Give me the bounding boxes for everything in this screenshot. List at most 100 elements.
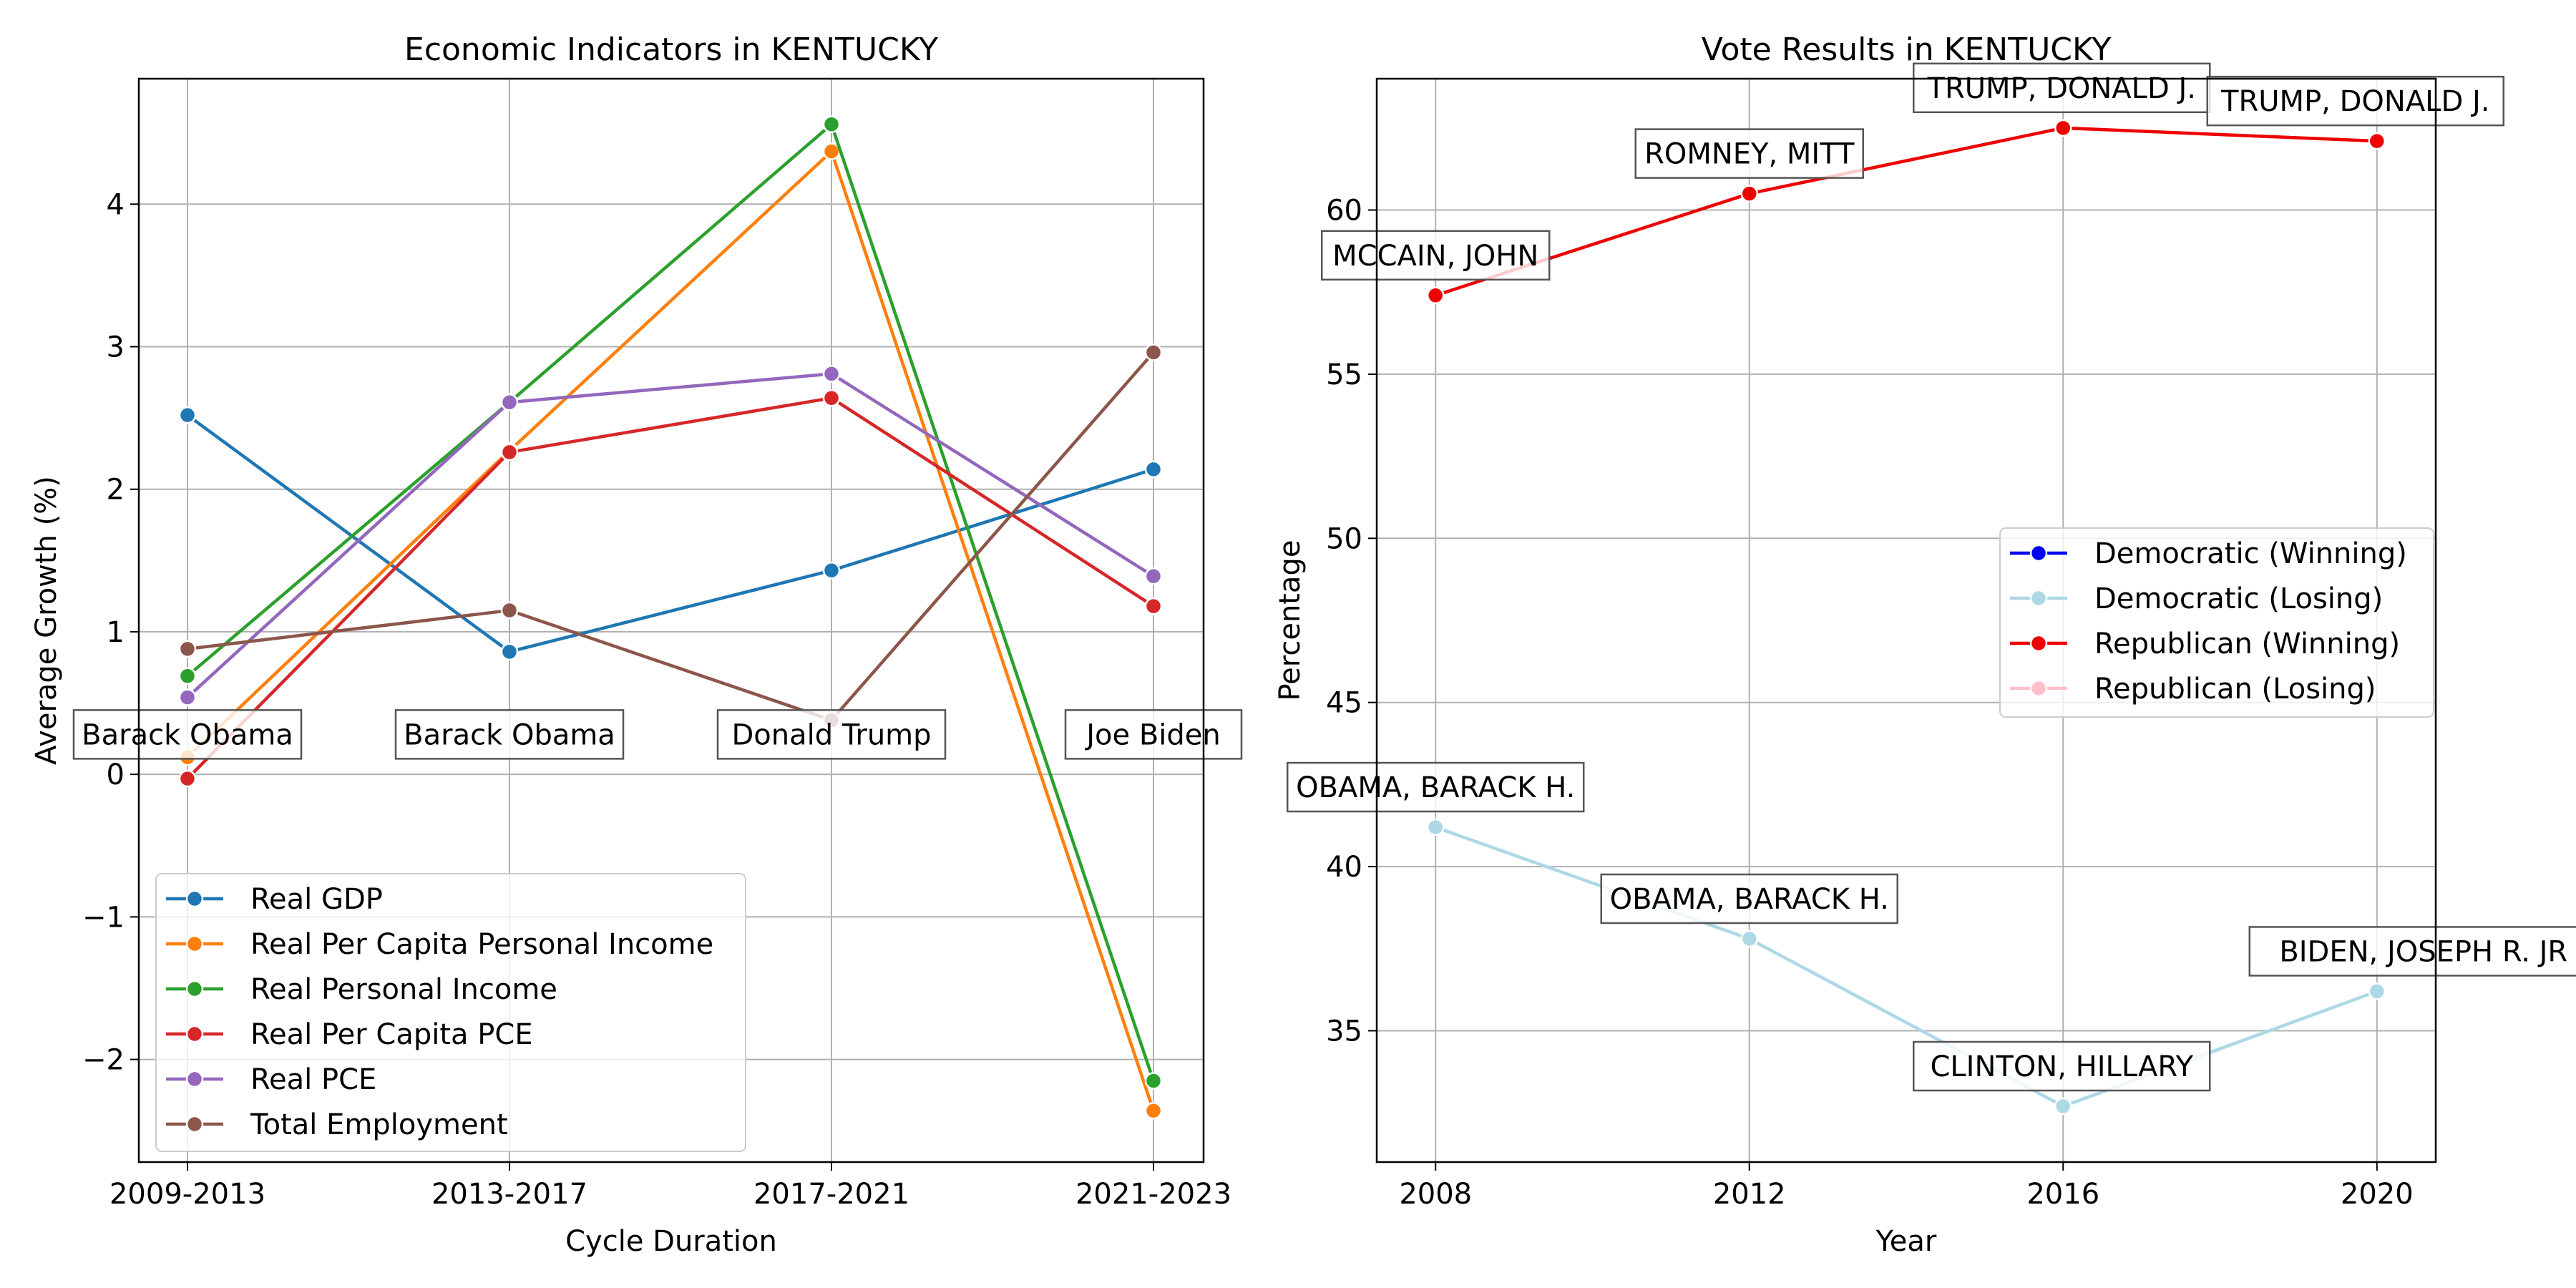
- left-annotation-box-1: [394, 709, 625, 760]
- left-x-tick-label: 2009-2013: [109, 1178, 265, 1211]
- left-plot-frame: [137, 77, 1205, 1163]
- left-y-tick-label: −2: [82, 1044, 125, 1077]
- legend-label-republican-winning: Republican (Winning): [2094, 628, 2400, 660]
- right-series-lines: [1426, 119, 2386, 1116]
- point-real-gdp-3: [1144, 460, 1163, 479]
- line-real-gdp: [186, 414, 1154, 654]
- left-y-tick-label: 1: [107, 616, 125, 649]
- right-y-ticks: 35 40 45 50 55 60: [1326, 195, 1377, 1048]
- left-annotation-label: Barack Obama: [404, 718, 615, 751]
- vote-results-chart: MCCAIN, JOHN ROMNEY, MITT TRUMP, DONALD J.…: [1274, 31, 2576, 1258]
- right-annotation-box-4: [1286, 761, 1585, 813]
- point-democratic-losing-2: [2054, 1097, 2072, 1116]
- left-annotation-box-3: [1064, 709, 1243, 760]
- right-y-tick-label: 60: [1326, 195, 1362, 228]
- left-annotation-label: Barack Obama: [82, 718, 293, 751]
- legend-marker-real-per-capita-personal-income: [185, 935, 204, 953]
- left-x-tick-label: 2017-2021: [753, 1178, 909, 1211]
- left-y-tick-label: −1: [82, 901, 125, 934]
- legend-label-democratic-losing: Democratic (Losing): [2094, 582, 2383, 615]
- left-annotation-label: Joe Biden: [1084, 718, 1221, 751]
- line-real-per-capita-pce: [186, 396, 1155, 780]
- right-annotation-label: TRUMP, DONALD J.: [1927, 72, 2196, 105]
- right-annotation-box-5: [1600, 873, 1898, 924]
- point-republican-winning-2: [2054, 119, 2072, 137]
- right-annotations: MCCAIN, JOHN ROMNEY, MITT TRUMP, DONALD J.…: [1286, 62, 2576, 1092]
- legend-marker-democratic-winning: [2029, 544, 2048, 562]
- right-chart-title: Vote Results in KENTUCKY: [1702, 31, 2112, 68]
- left-legend: Real GDP Real Per Capita Personal Income R…: [155, 873, 746, 1152]
- series-real-per-capita-pce: [178, 389, 1163, 788]
- right-x-tick-label: 2020: [2341, 1178, 2414, 1211]
- right-annotation-box-1: [1634, 128, 1864, 179]
- right-annotation-label: OBAMA, BARACK H.: [1610, 883, 1889, 916]
- line-republican-winning: [1435, 126, 2377, 297]
- left-legend-box: [155, 873, 746, 1152]
- right-annotation-box-2: [1913, 62, 2211, 114]
- left-x-axis-label: Cycle Duration: [565, 1225, 777, 1258]
- legend-marker-real-pce: [185, 1070, 204, 1088]
- point-real-pce-1: [500, 393, 519, 411]
- left-x-tick-label: 2013-2017: [431, 1178, 587, 1211]
- right-y-tick-label: 50: [1326, 522, 1362, 555]
- right-annotation-label: CLINTON, HILLARY: [1930, 1050, 2193, 1083]
- point-real-per-capita-pce-0: [178, 769, 197, 788]
- point-democratic-losing-1: [1740, 930, 1758, 948]
- right-annotation-label: BIDEN, JOSEPH R. JR: [2279, 935, 2567, 968]
- point-democratic-losing-3: [2368, 982, 2386, 1000]
- right-annotation-box-7: [2248, 926, 2576, 977]
- point-real-per-capita-pce-3: [1144, 597, 1163, 615]
- right-x-axis-label: Year: [1875, 1225, 1937, 1258]
- right-legend-box: [1999, 527, 2434, 718]
- line-democratic-losing: [1435, 825, 2378, 1108]
- right-y-axis-label: Percentage: [1274, 540, 1307, 701]
- legend-label-total-employment: Total Employment: [250, 1108, 508, 1141]
- right-annotation-label: TRUMP, DONALD J.: [2220, 85, 2489, 118]
- point-total-employment-0: [178, 640, 197, 658]
- point-real-pce-2: [822, 365, 841, 383]
- series-real-gdp: [178, 406, 1163, 661]
- line-real-pce: [186, 372, 1155, 699]
- left-y-tick-label: 2: [107, 474, 125, 507]
- legend-marker-total-employment: [185, 1115, 204, 1133]
- point-republican-winning-0: [1426, 286, 1445, 305]
- point-real-personal-income-0: [178, 667, 197, 685]
- legend-marker-real-per-capita-pce: [185, 1025, 204, 1043]
- right-legend: Democratic (Winning) Democratic (Losing) R…: [1999, 527, 2434, 718]
- point-real-pce-0: [178, 688, 197, 706]
- legend-label-democratic-winning: Democratic (Winning): [2094, 537, 2407, 570]
- series-real-pce: [178, 365, 1163, 706]
- point-real-per-capita-personal-income-2: [822, 142, 841, 160]
- economic-indicators-chart: Barack Obama Barack Obama Donald Trump Joe …: [30, 31, 1243, 1258]
- right-y-tick-label: 45: [1326, 687, 1362, 720]
- point-republican-winning-3: [2368, 132, 2386, 150]
- point-real-gdp-1: [500, 643, 519, 661]
- legend-marker-republican-losing: [2029, 679, 2048, 698]
- line-total-employment: [187, 351, 1155, 722]
- right-annotation-label: ROMNEY, MITT: [1644, 138, 1855, 171]
- left-chart-title: Economic Indicators in KENTUCKY: [404, 31, 938, 68]
- legend-marker-republican-winning: [2029, 634, 2048, 653]
- left-y-tick-label: 4: [107, 188, 125, 221]
- right-annotation-label: MCCAIN, JOHN: [1332, 240, 1538, 273]
- right-y-tick-label: 35: [1326, 1015, 1362, 1048]
- legend-label-real-pce: Real PCE: [250, 1063, 376, 1096]
- point-real-gdp-0: [178, 406, 197, 424]
- point-real-per-capita-pce-1: [500, 443, 519, 462]
- point-real-personal-income-3: [1144, 1072, 1163, 1090]
- point-real-gdp-2: [822, 562, 841, 580]
- right-annotation-box-6: [1913, 1040, 2211, 1092]
- right-x-tick-label: 2012: [1713, 1178, 1786, 1211]
- point-total-employment-1: [500, 601, 519, 620]
- legend-label-real-gdp: Real GDP: [250, 883, 383, 916]
- right-x-ticks: 2008 2012 2016 2020: [1399, 1162, 2414, 1211]
- point-real-pce-3: [1144, 567, 1163, 585]
- point-republican-winning-1: [1740, 185, 1758, 203]
- legend-label-republican-losing: Republican (Losing): [2094, 673, 2376, 706]
- right-annotation-box-0: [1320, 230, 1551, 281]
- left-series-lines: [178, 115, 1163, 1120]
- series-republican-winning: [1426, 119, 2386, 305]
- legend-marker-real-gdp: [185, 889, 204, 908]
- left-y-tick-label: 3: [107, 331, 125, 364]
- series-democratic-losing: [1426, 818, 2386, 1116]
